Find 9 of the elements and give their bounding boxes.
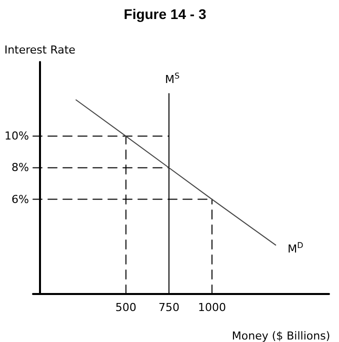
chart-title: Figure 14 - 3 xyxy=(124,6,206,22)
y-tick-label: 6% xyxy=(12,192,29,206)
y-tick-label: 8% xyxy=(12,161,29,174)
x-tick-label: 500 xyxy=(115,301,136,314)
x-tick-label: 1000 xyxy=(198,301,226,314)
y-axis-title: Interest Rate xyxy=(4,44,76,56)
x-axis-title: Money ($ Billions) xyxy=(232,330,330,342)
x-tick-label: 750 xyxy=(158,301,180,314)
y-tick-label: 10% xyxy=(4,130,29,143)
